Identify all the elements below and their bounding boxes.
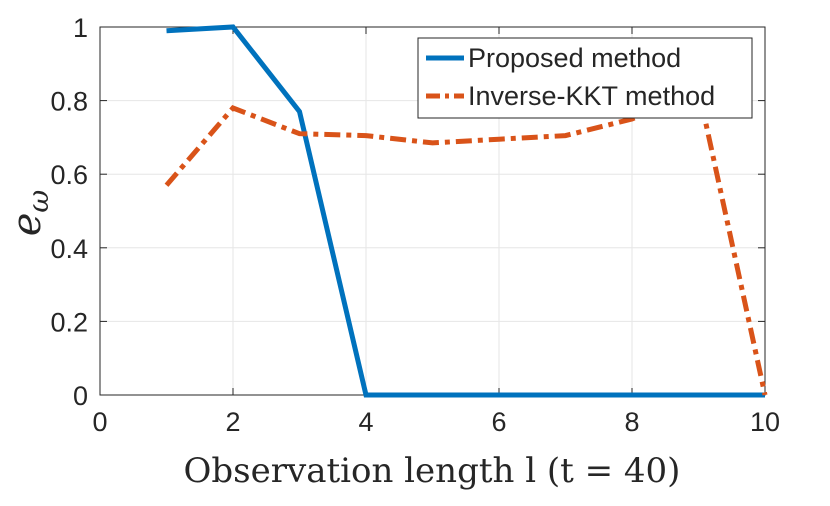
y-axis-label-subscript: ω <box>22 190 55 213</box>
x-tick-label: 8 <box>624 407 639 437</box>
x-axis-label: Observation length l (t = 40) <box>184 451 681 491</box>
x-tick-label: 2 <box>225 407 240 437</box>
x-tick-label: 6 <box>491 407 506 437</box>
series-line-proposed-method <box>166 24 765 398</box>
legend-box <box>417 37 753 119</box>
x-tick-label: 0 <box>92 407 107 437</box>
tick-labels: 0 2 4 6 8 10 0 0.2 0.4 0.6 0.8 1 <box>50 13 780 437</box>
y-axis-label-main: e <box>4 213 50 237</box>
series-group <box>164 24 768 398</box>
y-tick-label: 0.6 <box>50 160 88 190</box>
legend-label-inverse-kkt: Inverse-KKT method <box>468 81 715 111</box>
y-tick-label: 0.2 <box>50 307 88 337</box>
x-tick-label: 10 <box>750 407 780 437</box>
y-tick-label: 0.4 <box>50 234 88 264</box>
y-axis-label: eω <box>4 190 55 237</box>
y-tick-label: 0 <box>73 381 88 411</box>
x-tick-label: 4 <box>358 407 373 437</box>
series-line-inverse-kkt-method <box>164 86 768 396</box>
y-tick-label: 1 <box>73 13 88 43</box>
y-tick-label: 0.8 <box>50 87 88 117</box>
legend: Proposed method Inverse-KKT method <box>417 37 753 119</box>
legend-label-proposed: Proposed method <box>468 43 681 73</box>
